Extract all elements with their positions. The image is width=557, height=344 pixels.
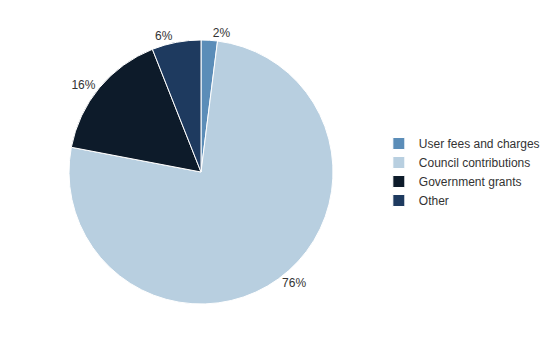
svg-text:6%: 6%: [155, 29, 173, 43]
svg-text:76%: 76%: [282, 276, 306, 290]
svg-text:Other: Other: [419, 194, 449, 208]
svg-text:User fees and charges: User fees and charges: [419, 137, 540, 151]
svg-text:Government grants: Government grants: [419, 175, 522, 189]
svg-text:Council contributions: Council contributions: [419, 156, 530, 170]
svg-text:2%: 2%: [213, 26, 231, 40]
svg-text:16%: 16%: [71, 78, 95, 92]
